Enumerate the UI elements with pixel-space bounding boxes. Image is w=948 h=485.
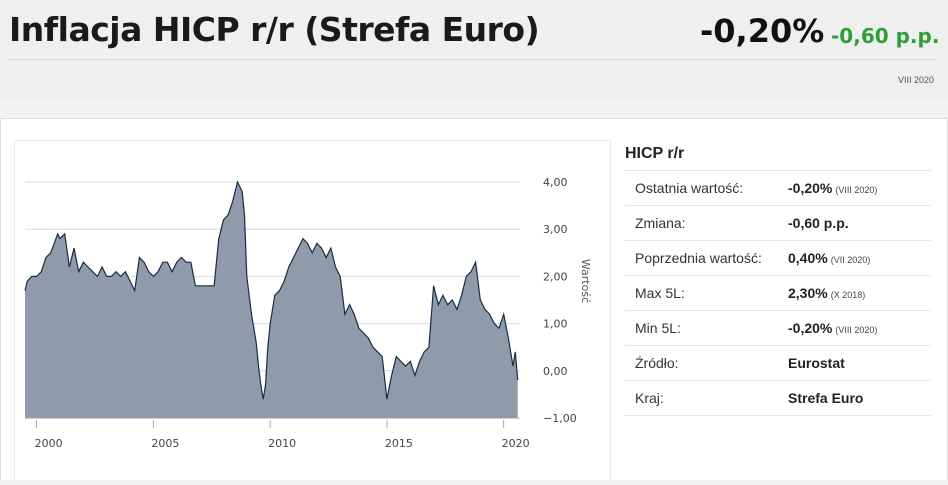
- period-label: VIII 2020: [897, 75, 934, 85]
- info-value: -0,60 p.p.: [788, 215, 849, 231]
- info-table: Ostatnia wartość: -0,20% (VIII 2020) Zmiana…: [625, 171, 931, 416]
- y-tick-label: 1,00: [543, 318, 568, 331]
- x-tick-label: 2015: [385, 437, 413, 450]
- hicp-chart: 4,003,002,001,000,00−1,00 2000 2005 2010 20…: [24, 176, 592, 450]
- info-key: Poprzednia wartość:: [625, 240, 779, 276]
- info-value: Eurostat: [788, 355, 845, 371]
- info-value-cell: -0,20% (VIII 2020): [779, 171, 931, 206]
- info-row: Max 5L: 2,30% (X 2018): [625, 275, 931, 311]
- y-tick-label: 4,00: [543, 176, 568, 189]
- x-tick-label: 2005: [151, 437, 179, 450]
- info-value: -0,20%: [788, 180, 833, 196]
- y-tick-label: −1,00: [543, 412, 577, 425]
- y-axis-label: Wartość: [579, 259, 592, 303]
- info-value: Strefa Euro: [788, 390, 864, 406]
- info-date: (VIII 2020): [835, 325, 878, 335]
- y-axis-ticks: 4,00 3,00 2,00 1,00 0,00 −1,00: [543, 176, 577, 425]
- info-row: Ostatnia wartość: -0,20% (VIII 2020): [625, 171, 931, 206]
- info-title-divider: [625, 170, 931, 171]
- info-value: -0,20%: [788, 320, 833, 336]
- info-key: Ostatnia wartość:: [625, 171, 779, 206]
- info-date: (X 2018): [830, 290, 866, 300]
- info-row: Poprzednia wartość: 0,40% (VII 2020): [625, 240, 931, 276]
- info-row: Min 5L: -0,20% (VIII 2020): [625, 310, 931, 346]
- info-row: Źródło: Eurostat: [625, 345, 931, 381]
- info-key: Zmiana:: [625, 205, 779, 241]
- info-key: Źródło:: [625, 345, 779, 381]
- info-value-cell: 2,30% (X 2018): [779, 275, 931, 311]
- header-bar: Inflacja HICP r/r (Strefa Euro) -0,20% -…: [0, 0, 948, 98]
- info-value-cell: Strefa Euro: [779, 380, 931, 416]
- y-tick-label: 2,00: [543, 270, 568, 283]
- change-value: -0,60 p.p.: [831, 24, 940, 48]
- info-value: 0,40%: [788, 250, 828, 266]
- info-value: 2,30%: [788, 285, 828, 301]
- info-value-cell: -0,20% (VIII 2020): [779, 310, 931, 346]
- info-title: HICP r/r: [625, 145, 685, 162]
- header-divider: [9, 59, 937, 60]
- hicp-line: [24, 180, 519, 400]
- info-key: Kraj:: [625, 380, 779, 416]
- x-tick-label: 2000: [35, 437, 63, 450]
- info-value-cell: Eurostat: [779, 345, 931, 381]
- y-tick-label: 0,00: [543, 365, 568, 378]
- info-date: (VIII 2020): [835, 185, 878, 195]
- hicp-area: [25, 182, 518, 418]
- info-key: Max 5L:: [625, 275, 779, 311]
- current-value: -0,20%: [700, 12, 825, 50]
- info-value-cell: 0,40% (VII 2020): [779, 240, 931, 276]
- info-row: Zmiana: -0,60 p.p.: [625, 205, 931, 241]
- y-tick-label: 3,00: [543, 223, 568, 236]
- info-value-cell: -0,60 p.p.: [779, 205, 931, 241]
- x-axis-ticks: 2000 2005 2010 2015 2020: [25, 418, 530, 450]
- x-tick-label: 2020: [502, 437, 530, 450]
- x-tick-label: 2010: [268, 437, 296, 450]
- info-key: Min 5L:: [625, 310, 779, 346]
- info-row: Kraj: Strefa Euro: [625, 380, 931, 416]
- info-date: (VII 2020): [830, 255, 871, 265]
- page-title: Inflacja HICP r/r (Strefa Euro): [9, 10, 540, 49]
- chart-container: 4,00 3,00 2,00 1,00 0,00 −1,00 2000 2005 2010 20…: [14, 140, 611, 480]
